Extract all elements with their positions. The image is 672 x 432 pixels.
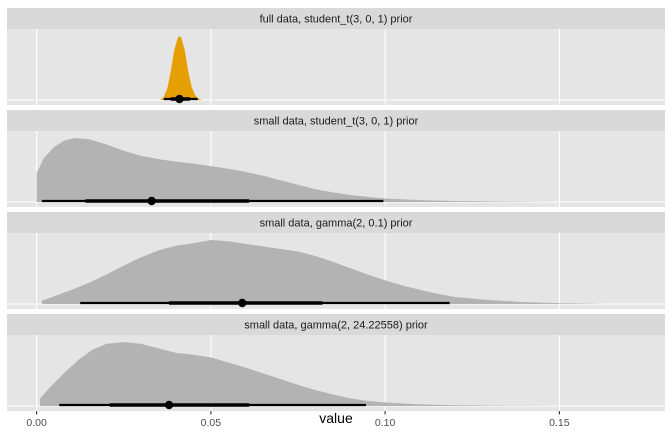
density-area xyxy=(36,138,577,202)
density-area xyxy=(40,342,577,406)
facet-strip xyxy=(7,212,665,233)
facet-panel: small data, gamma(2, 0.1) prior xyxy=(7,212,665,309)
point-estimate xyxy=(175,94,184,104)
x-tick-label: 0.10 xyxy=(375,417,396,429)
facet-strip-label: small data, gamma(2, 24.22558) prior xyxy=(244,320,428,332)
point-estimate xyxy=(164,400,174,410)
facet-panel: full data, student_t(3, 0, 1) prior xyxy=(7,8,665,105)
x-axis-title: value xyxy=(319,410,353,426)
facet-strip-label: small data, student_t(3, 0, 1) prior xyxy=(254,116,419,128)
point-estimate xyxy=(147,196,156,206)
x-tick-label: 0.15 xyxy=(549,417,570,429)
point-estimate xyxy=(238,298,247,308)
facet-strip-label: full data, student_t(3, 0, 1) prior xyxy=(260,14,413,26)
facet-panel: small data, gamma(2, 24.22558) prior xyxy=(7,314,665,411)
x-tick-label: 0.00 xyxy=(26,417,47,429)
facet-panels: full data, student_t(3, 0, 1) prior small… xyxy=(7,8,665,411)
facet-strip xyxy=(7,110,665,131)
facet-strip-label: small data, gamma(2, 0.1) prior xyxy=(260,218,413,230)
facet-strip xyxy=(7,8,665,29)
x-tick-label: 0.05 xyxy=(201,417,222,429)
x-axis: 0.00 0.05 0.10 0.15 xyxy=(26,411,570,429)
facet-panel: small data, student_t(3, 0, 1) prior xyxy=(7,110,665,207)
facet-strip xyxy=(7,314,665,335)
density-area xyxy=(160,36,203,100)
panel-background xyxy=(7,29,665,105)
density-area xyxy=(41,240,605,304)
